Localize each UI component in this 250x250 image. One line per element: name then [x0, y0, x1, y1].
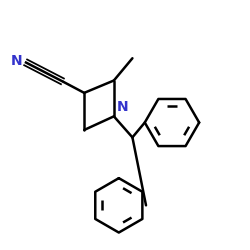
Text: N: N [10, 54, 22, 68]
Text: N: N [116, 100, 128, 114]
